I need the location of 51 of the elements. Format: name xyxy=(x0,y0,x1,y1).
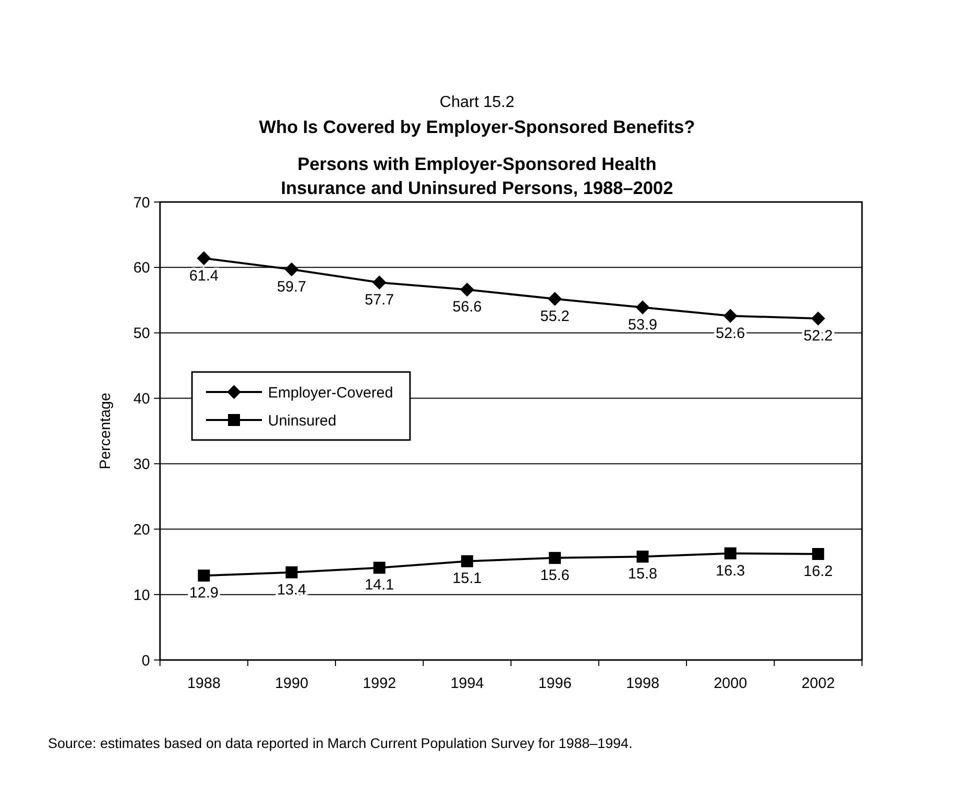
y-tick-label: 40 xyxy=(133,390,150,408)
x-tick-label: 1988 xyxy=(187,675,221,692)
x-tick-label: 1998 xyxy=(626,675,660,692)
point xyxy=(548,292,562,306)
y-tick-label: 0 xyxy=(142,652,150,670)
point xyxy=(636,550,649,563)
chart-subtitle: Who Is Covered by Employer-Sponsored Benefits? Persons with Employer-Sponsored Health Insurance and Uninsured Persons, 1988–2002 xyxy=(258,117,696,198)
y-tick-label: 10 xyxy=(133,586,150,604)
data-label: 53.9 xyxy=(628,316,658,334)
chart-title: Chart 15.2 xyxy=(440,94,514,111)
point xyxy=(372,275,386,290)
data-label: 15.8 xyxy=(628,566,658,583)
point xyxy=(461,555,474,568)
data-label: 14.1 xyxy=(364,576,394,594)
data-label: 16.3 xyxy=(716,562,745,580)
data-label: 59.7 xyxy=(277,278,306,296)
data-label: 55.2 xyxy=(540,308,570,325)
source-note: Source: estimates based on data reported in March Current Population Survey for 1988–1994. xyxy=(48,735,632,751)
point xyxy=(548,552,561,564)
data-label: 57.7 xyxy=(364,291,394,308)
point xyxy=(284,262,299,276)
x-tick-label: 2002 xyxy=(801,675,835,692)
y-tick-label: 50 xyxy=(133,325,150,342)
x-tick-label: 1996 xyxy=(538,675,572,692)
x-tick-label: 1994 xyxy=(450,675,484,692)
y-tick-label: 30 xyxy=(133,456,150,473)
legend-label: Uninsured xyxy=(268,412,336,430)
x-tick-label: 2000 xyxy=(714,675,748,692)
y-axis-title: Percentage xyxy=(97,392,114,470)
data-label: 56.6 xyxy=(452,298,482,316)
point xyxy=(724,547,736,560)
y-tick-label: 20 xyxy=(133,521,150,538)
point xyxy=(198,570,210,582)
point xyxy=(286,566,298,578)
point xyxy=(373,562,386,574)
legend-label: Employer-Covered xyxy=(268,384,394,402)
x-tick-label: 1990 xyxy=(274,675,308,692)
data-label: 61.4 xyxy=(189,267,218,284)
y-tick-label: 60 xyxy=(133,260,150,277)
point xyxy=(196,251,211,266)
y-tick-label: 70 xyxy=(133,194,150,212)
point xyxy=(723,308,738,323)
point xyxy=(636,300,650,314)
data-label: 13.4 xyxy=(277,581,306,598)
data-label: 16.2 xyxy=(804,563,833,580)
point xyxy=(812,548,824,560)
data-label: 15.1 xyxy=(452,570,482,588)
point xyxy=(460,282,474,297)
x-tick-label: 1992 xyxy=(362,675,396,692)
point xyxy=(811,311,826,326)
data-label: 15.6 xyxy=(540,566,570,584)
